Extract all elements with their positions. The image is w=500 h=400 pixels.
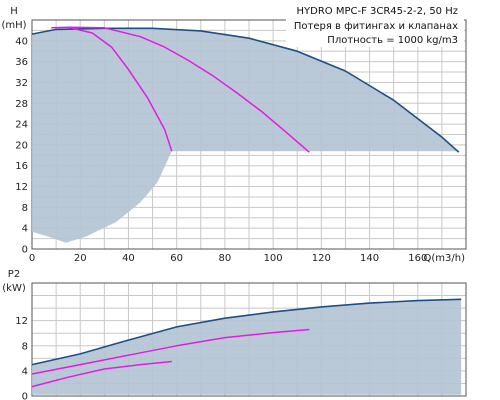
head-pump-curve-2: [68, 26, 310, 153]
head-x-tick-label: 80: [219, 253, 232, 264]
head-y-tick-label: 24: [15, 120, 28, 131]
header-title: HYDRO MPC-F 3CR45-2-2, 50 Hz: [297, 6, 459, 17]
head-y-tick-label: 40: [15, 36, 28, 47]
head-y-tick-label: 28: [15, 99, 28, 110]
head-y-axis-unit: (mH): [1, 20, 26, 31]
head-operating-area-fill: [32, 28, 459, 243]
power-curves: [31, 298, 462, 388]
head-operating-area: [32, 28, 459, 243]
head-y-axis-label: H: [10, 6, 18, 17]
head-x-axis-label: Q(m3/h): [424, 253, 466, 264]
power-pump-curve-1: [31, 328, 310, 375]
power-plot-frame: [31, 282, 467, 397]
head-pump-curve-1: [51, 26, 173, 152]
power-y-tick-label: 12: [15, 316, 28, 327]
header-note-density: Плотность = 1000 kg/m3: [327, 35, 458, 46]
power-envelope-curve: [31, 298, 462, 366]
head-x-tick-label: 140: [360, 253, 379, 264]
power-operating-area-fill: [32, 299, 462, 395]
head-y-tick-label: 36: [15, 57, 28, 68]
head-x-tick-label: 0: [29, 253, 35, 264]
power-y-axis-label: P2: [8, 269, 20, 280]
head-x-tick-label: 120: [312, 253, 331, 264]
head-y-tick-label: 16: [15, 161, 28, 172]
power-y-axis-unit: (kW): [2, 283, 26, 294]
power-y-tick-label: 0: [22, 392, 28, 400]
header-note-fittings: Потеря в фитингах и клапанах: [294, 21, 458, 32]
head-y-tick-label: 0: [22, 245, 28, 256]
head-y-tick-label: 12: [15, 182, 28, 193]
head-y-tick-label: 8: [22, 203, 28, 214]
head-y-tick-label: 4: [22, 224, 28, 235]
head-x-tick-label: 40: [122, 253, 135, 264]
power-y-tick-label: 8: [22, 341, 28, 352]
head-y-tick-label: 20: [15, 140, 28, 151]
head-x-tick-label: 160: [408, 253, 427, 264]
head-envelope-curve: [31, 27, 460, 153]
power-pump-curve-2: [31, 360, 172, 388]
head-curves: [31, 26, 460, 153]
head-x-tick-label: 20: [74, 253, 87, 264]
head-x-tick-label: 60: [170, 253, 183, 264]
power-y-tick-label: 4: [22, 366, 28, 377]
header-box: [286, 2, 464, 47]
head-x-tick-label: 100: [264, 253, 283, 264]
power-operating-area: [32, 299, 462, 395]
head-y-tick-label: 32: [15, 78, 28, 89]
